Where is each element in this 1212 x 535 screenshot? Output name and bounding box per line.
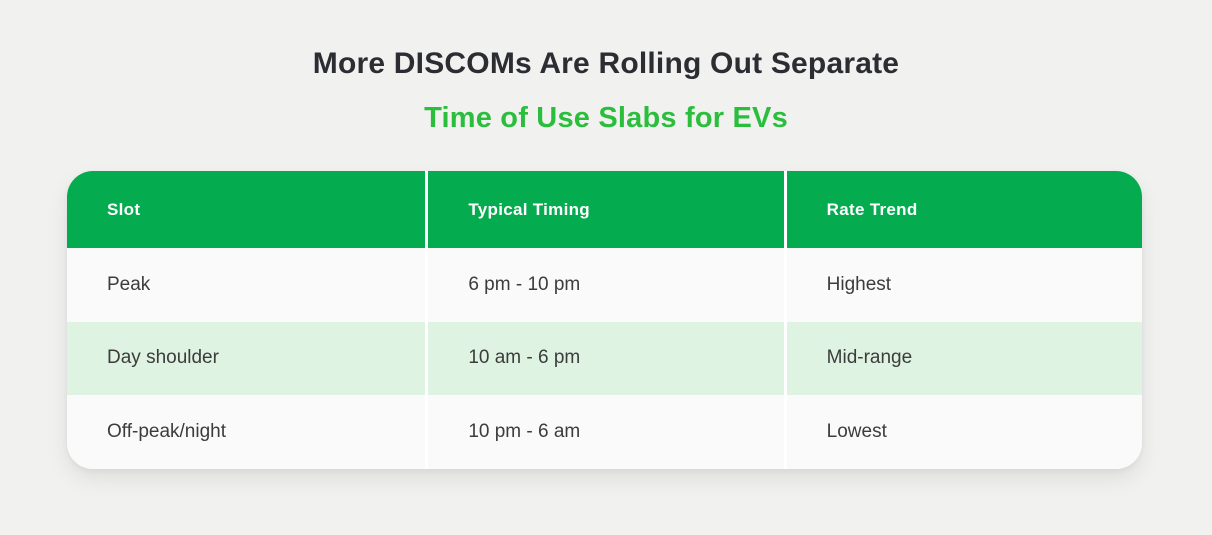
cell-day-shoulder-timing: 10 am - 6 pm: [425, 321, 784, 396]
cell-peak-timing: 6 pm - 10 pm: [425, 248, 784, 322]
cell-peak-slot: Peak: [67, 248, 426, 322]
column-header-timing: Typical Timing: [425, 171, 784, 248]
page-subtitle: Time of Use Slabs for EVs: [424, 102, 788, 134]
cell-off-peak-slot: Off-peak/night: [67, 395, 426, 469]
column-header-slot: Slot: [67, 171, 426, 248]
header-block: More DISCOMs Are Rolling Out Separate Ti…: [0, 0, 1212, 134]
cell-day-shoulder-slot: Day shoulder: [67, 321, 426, 396]
cell-day-shoulder-trend: Mid-range: [783, 321, 1142, 396]
cell-peak-trend: Highest: [783, 248, 1142, 322]
cell-off-peak-timing: 10 pm - 6 am: [425, 395, 784, 469]
time-of-use-table: Slot Typical Timing Rate Trend Peak 6 pm…: [67, 171, 1142, 469]
column-header-trend: Rate Trend: [783, 171, 1142, 248]
page-title: More DISCOMs Are Rolling Out Separate: [312, 47, 900, 80]
cell-off-peak-trend: Lowest: [783, 395, 1142, 469]
